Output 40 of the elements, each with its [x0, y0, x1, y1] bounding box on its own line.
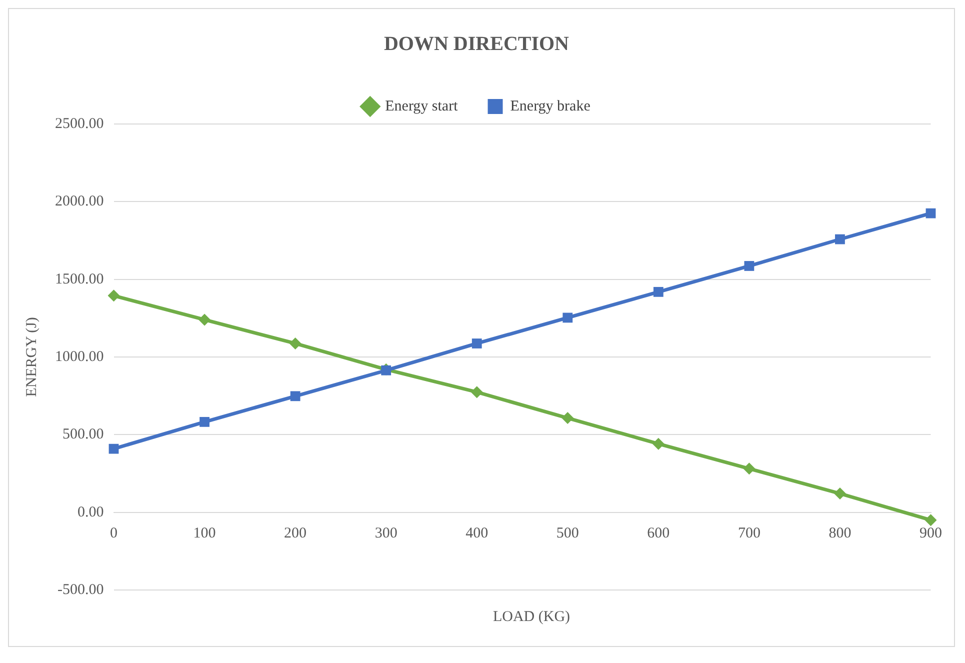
point	[108, 444, 119, 454]
point	[562, 312, 573, 323]
x-axis-title: LOAD (KG)	[492, 609, 572, 627]
x-tick-label: 900	[920, 525, 942, 542]
point	[926, 208, 936, 218]
point	[744, 261, 754, 271]
y-tick-label: 1500.00	[55, 271, 104, 288]
x-tick-label: 200	[284, 525, 307, 542]
point	[562, 412, 574, 424]
point	[653, 286, 664, 297]
point	[652, 438, 664, 450]
x-tick-label: 300	[374, 525, 398, 542]
y-axis-title: ENERGY (J)	[24, 317, 40, 397]
x-tick-label: 500	[556, 525, 579, 542]
point	[743, 462, 756, 475]
x-tick-label: 600	[647, 525, 670, 542]
point	[835, 234, 845, 244]
y-tick-label: 2500.00	[55, 116, 104, 132]
point	[289, 337, 302, 350]
legend-label: Energy brake	[510, 98, 591, 114]
x-tick-label: 700	[738, 525, 760, 542]
x-tick-label: 100	[193, 525, 216, 542]
x-tick-label: 800	[828, 525, 852, 542]
point	[200, 416, 210, 427]
point	[472, 338, 482, 348]
x-tick-label: 400	[466, 525, 488, 542]
y-tick-label: -500.00	[58, 582, 104, 598]
point	[470, 386, 483, 398]
y-tick-label: 1000.00	[55, 348, 104, 365]
y-tick-label: 0.00	[78, 504, 104, 520]
legend-label: Energy start	[385, 98, 459, 114]
point	[290, 391, 300, 402]
y-tick-label: 500.00	[62, 426, 104, 443]
point	[834, 488, 846, 500]
point	[108, 290, 120, 302]
point	[198, 314, 211, 326]
chart-title: DOWN DIRECTION	[384, 33, 570, 56]
point	[924, 514, 937, 526]
x-tick-label: 0	[110, 525, 118, 542]
y-tick-label: 2000.00	[55, 194, 104, 210]
